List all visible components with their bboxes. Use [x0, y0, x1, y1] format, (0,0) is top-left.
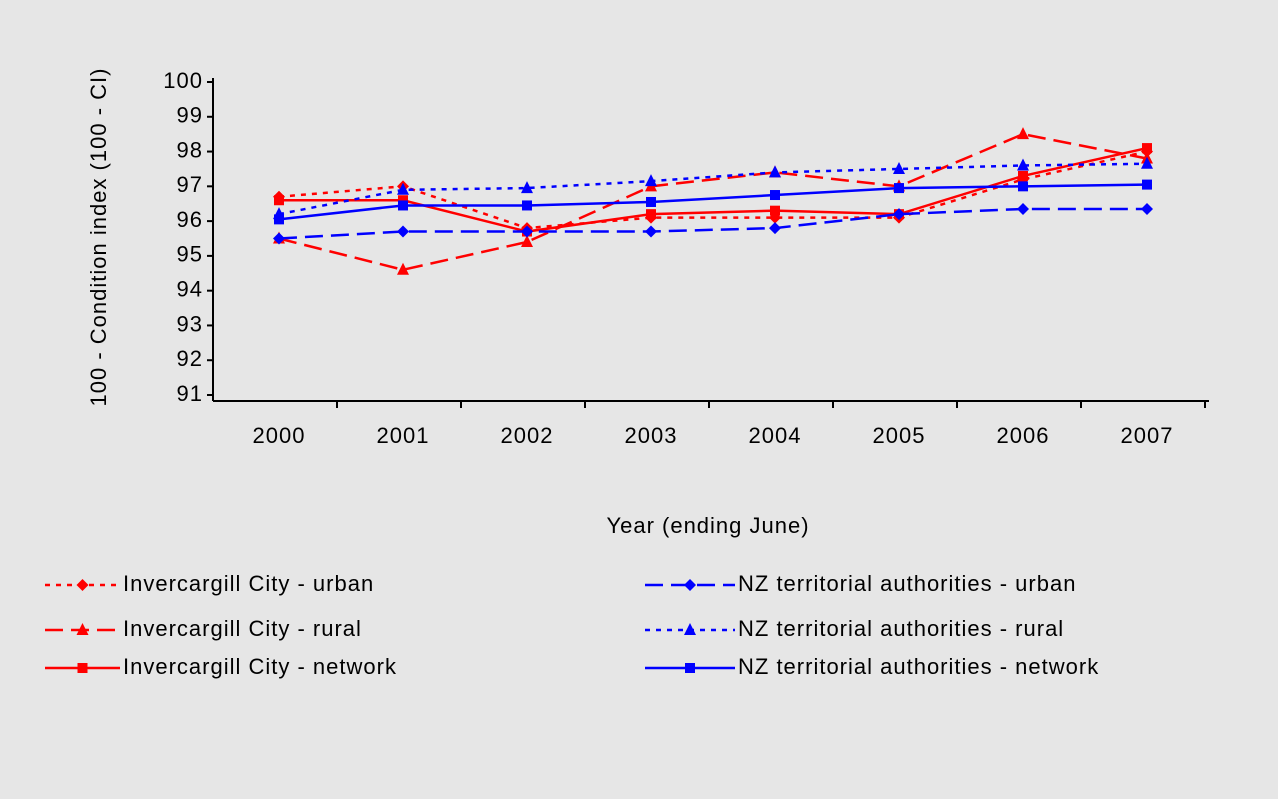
legend-marker: [76, 579, 89, 591]
marker: [1018, 170, 1028, 181]
marker: [521, 225, 533, 238]
marker: [646, 196, 656, 207]
series-line: [278, 162, 1148, 216]
marker: [646, 209, 656, 220]
marker: [397, 262, 409, 275]
y-tick-label: 99: [177, 103, 203, 128]
marker: [770, 205, 780, 216]
marker: [1141, 156, 1153, 169]
y-tick-label: 92: [177, 346, 203, 371]
marker: [274, 195, 284, 206]
y-tick-label: 95: [177, 242, 203, 267]
legend-label: Invercargill City - network: [123, 654, 397, 679]
legend-marker: [684, 623, 696, 635]
marker: [1141, 202, 1153, 215]
x-tick-label: 2004: [749, 423, 802, 448]
legend-marker: [77, 663, 88, 673]
marker: [769, 165, 781, 178]
x-tick-label: 2000: [253, 423, 306, 448]
marker: [397, 225, 409, 238]
marker: [398, 195, 408, 206]
marker: [769, 222, 781, 235]
marker: [1017, 158, 1029, 171]
x-tick-label: 2005: [873, 423, 926, 448]
legend-label: NZ territorial authorities - urban: [738, 571, 1076, 596]
y-tick-label: 96: [177, 207, 203, 232]
x-tick-label: 2007: [1121, 423, 1174, 448]
y-tick-label: 100: [163, 68, 203, 93]
marker: [521, 181, 533, 194]
series-line: [278, 132, 1148, 272]
marker: [522, 200, 532, 211]
y-tick-label: 98: [177, 137, 203, 162]
y-axis-label: 100 - Condition index (100 - CI): [86, 68, 111, 407]
marker: [1017, 127, 1029, 140]
legend-label: NZ territorial authorities - rural: [738, 616, 1064, 641]
legend-label: NZ territorial authorities - network: [738, 654, 1099, 679]
y-tick-label: 91: [177, 381, 203, 406]
x-tick-label: 2003: [625, 423, 678, 448]
marker: [397, 182, 409, 195]
marker: [893, 208, 905, 221]
marker: [645, 174, 657, 187]
marker: [1018, 181, 1028, 192]
x-axis-label: Year (ending June): [606, 513, 809, 538]
series-line: [278, 207, 1147, 240]
series-line: [278, 183, 1148, 221]
legend-marker: [76, 623, 89, 635]
marker: [398, 200, 408, 211]
marker: [645, 225, 657, 238]
marker: [1142, 179, 1152, 190]
legend-label: Invercargill City - urban: [123, 571, 374, 596]
x-tick-label: 2002: [501, 423, 554, 448]
legend-label: Invercargill City - rural: [123, 616, 362, 641]
marker: [273, 232, 285, 245]
y-tick-label: 94: [177, 276, 203, 301]
marker: [1142, 143, 1152, 154]
series-line: [278, 150, 1148, 230]
legend-marker: [684, 579, 696, 591]
marker: [521, 234, 533, 247]
marker: [274, 214, 284, 225]
marker: [893, 161, 905, 174]
marker: [894, 183, 904, 194]
x-tick-label: 2001: [377, 423, 430, 448]
y-tick-label: 93: [177, 311, 203, 336]
marker: [770, 190, 780, 201]
x-tick-label: 2006: [997, 423, 1050, 448]
legend-marker: [685, 663, 695, 673]
marker: [1017, 202, 1029, 215]
y-tick-label: 97: [177, 172, 203, 197]
